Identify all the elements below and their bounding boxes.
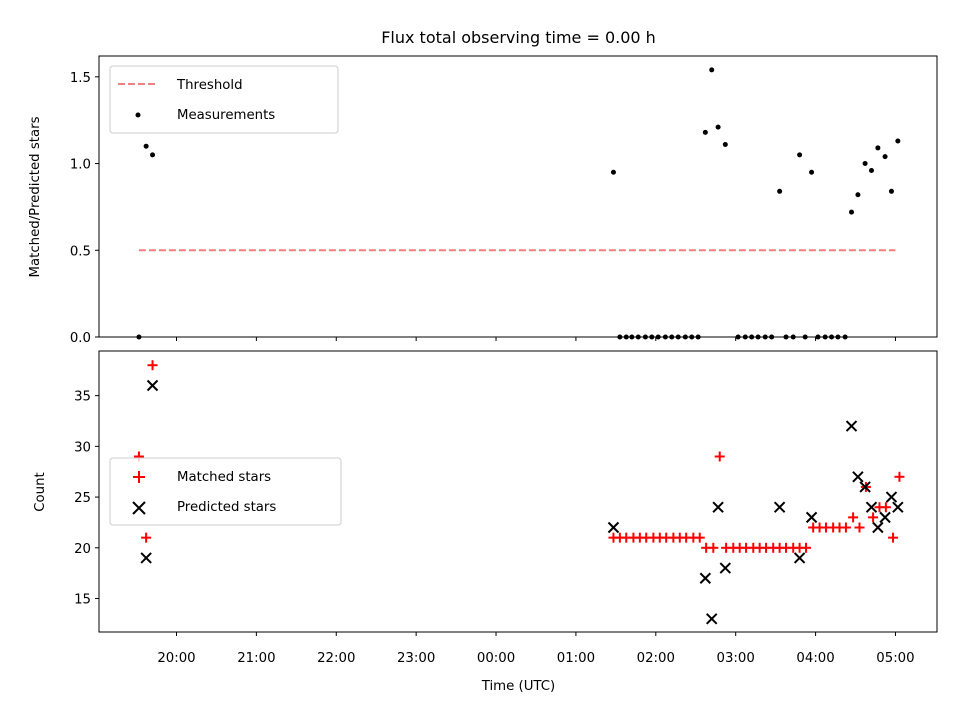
measurement-point <box>722 141 728 147</box>
predicted-point <box>859 481 871 493</box>
x-tick-label: 02:00 <box>637 651 675 666</box>
bottom-y-axis-label: Count <box>33 472 48 512</box>
matched-point <box>854 522 865 533</box>
matched-point <box>714 451 725 462</box>
matched-point <box>800 542 811 553</box>
legend-measurements-swatch <box>135 112 141 118</box>
predicted-point <box>805 511 818 524</box>
measurement-point <box>868 167 874 173</box>
x-tick-label: 04:00 <box>796 651 834 666</box>
matched-point <box>868 512 879 523</box>
top-plot-area <box>136 67 901 340</box>
measurement-point <box>150 152 156 158</box>
y-tick-label: 0.5 <box>70 244 91 259</box>
top-y-axis-label: Matched/Predicted stars <box>28 116 43 277</box>
predicted-point <box>146 379 159 392</box>
predicted-point <box>712 501 724 513</box>
measurement-point <box>888 188 894 194</box>
measurement-point <box>882 154 888 160</box>
x-tick-label: 22:00 <box>317 651 355 666</box>
predicted-point <box>872 521 884 534</box>
measurement-point <box>143 143 149 149</box>
bottom-legend: Matched stars Predicted stars <box>109 457 342 526</box>
y-tick-label: 1.5 <box>70 71 91 86</box>
predicted-point <box>865 501 878 513</box>
top-panel: 0.0 0.5 1.0 1.5 Matched/Predicted stars Thr… <box>28 55 938 346</box>
legend-matched-label: Matched stars <box>177 470 271 485</box>
bottom-y-axis: 15 20 25 30 35 <box>74 390 99 608</box>
measurement-point <box>862 161 868 167</box>
predicted-point <box>706 613 718 625</box>
bottom-legend-box <box>109 457 342 526</box>
legend-threshold-label: Threshold <box>176 78 243 93</box>
y-tick-label: 1.0 <box>70 158 91 173</box>
top-y-axis: 0.0 0.5 1.0 1.5 <box>70 71 99 346</box>
measurement-point <box>849 209 855 215</box>
top-legend: Threshold Measurements <box>109 65 339 134</box>
bottom-x-axis: 20:00 21:00 22:00 23:00 00:00 01:00 02:00 03:00… <box>157 632 915 666</box>
y-tick-label: 20 <box>74 542 91 557</box>
measurement-point <box>809 169 815 175</box>
x-tick-label: 20:00 <box>157 651 195 666</box>
predicted-point <box>879 511 891 524</box>
y-tick-label: 25 <box>74 491 91 506</box>
measurement-point <box>777 188 783 194</box>
measurement-point <box>702 129 708 135</box>
bottom-panel: 15 20 25 30 35 20:00 21:00 22:00 23:00 00:00 01:0… <box>33 350 938 694</box>
measurement-point <box>797 152 803 158</box>
x-tick-label: 05:00 <box>876 651 914 666</box>
matched-point <box>880 502 891 513</box>
predicted-point <box>885 491 898 503</box>
measurement-point <box>855 192 861 198</box>
predicted-point <box>773 501 786 513</box>
predicted-point <box>892 501 904 513</box>
y-tick-label: 30 <box>74 440 91 455</box>
x-tick-label: 00:00 <box>477 651 515 666</box>
predicted-point <box>607 521 620 534</box>
x-tick-label: 01:00 <box>557 651 595 666</box>
predicted-point <box>719 562 732 574</box>
top-x-ticks <box>175 337 896 341</box>
measurement-point <box>895 138 901 144</box>
matched-point <box>694 532 705 543</box>
chart-title: Flux total observing time = 0.00 h <box>381 28 656 47</box>
predicted-point <box>845 420 858 432</box>
top-legend-box <box>109 65 339 134</box>
y-tick-label: 15 <box>74 593 91 608</box>
matched-point <box>894 471 905 482</box>
x-tick-label: 21:00 <box>237 651 275 666</box>
matched-point <box>840 522 851 533</box>
legend-measurements-label: Measurements <box>177 108 275 123</box>
x-axis-label: Time (UTC) <box>481 679 556 694</box>
x-tick-label: 23:00 <box>397 651 435 666</box>
legend-matched-swatch <box>133 471 145 483</box>
matched-point <box>848 512 859 523</box>
y-tick-label: 0.0 <box>70 331 91 346</box>
bottom-plot-area <box>133 360 905 625</box>
measurement-point <box>875 145 881 151</box>
matched-point <box>708 542 719 553</box>
legend-predicted-swatch <box>132 501 146 515</box>
y-tick-label: 35 <box>74 390 91 405</box>
measurement-point <box>610 169 616 175</box>
predicted-point <box>699 572 712 584</box>
top-axes-frame <box>98 55 938 338</box>
predicted-point <box>793 552 806 564</box>
matched-point <box>147 360 158 371</box>
measurement-point <box>709 67 715 73</box>
predicted-point <box>852 471 864 483</box>
matched-point <box>141 532 152 543</box>
x-tick-label: 03:00 <box>717 651 755 666</box>
bottom-axes-frame <box>98 350 938 633</box>
legend-predicted-label: Predicted stars <box>177 500 276 515</box>
predicted-point <box>140 552 152 564</box>
measurement-point <box>715 124 721 130</box>
matched-point <box>888 532 899 543</box>
